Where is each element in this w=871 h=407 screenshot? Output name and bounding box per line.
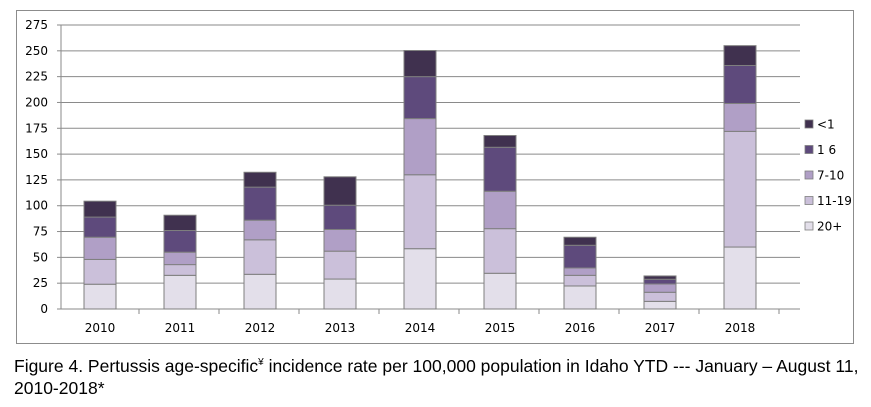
bar-segment [483,135,517,148]
x-tick-label: 2014 [405,321,436,335]
bar-segment [723,246,757,310]
legend-label: 1 6 [817,143,836,157]
y-tick-label: 150 [25,147,48,161]
bar-segment [563,267,597,276]
stacked-bar-chart: 0 25 50 75 100 125 150 175 200 225 250 275 2010 2011 2… [25,18,852,335]
bar-segment [163,274,197,310]
bar-segment [563,244,597,269]
bar-segment [163,264,197,276]
bar-segment [83,216,117,238]
x-tick-label: 2013 [325,321,356,335]
legend-label: <1 [817,118,835,132]
bar-segment [163,251,197,266]
y-tick-label: 25 [33,276,48,290]
bar-segment [723,45,757,66]
y-tick-label: 0 [40,302,48,316]
bar-segment [563,236,597,246]
bar-segment [643,291,677,302]
bar-segment [403,174,437,250]
y-tick-label: 275 [25,18,48,32]
bar-segment [403,50,437,78]
bar-segment [323,176,357,206]
bar-segment [323,204,357,230]
x-tick-label: 2010 [85,321,116,335]
y-tick-label: 225 [25,70,48,84]
legend-swatch [804,145,814,154]
bar-segment [483,146,517,192]
bar-segment [163,214,197,232]
x-tick-label: 2018 [725,321,756,335]
bar-segment [643,275,677,280]
bar-segment [323,228,357,252]
legend-label: 7-10 [817,169,844,183]
legend-swatch [804,119,814,129]
caption-text-1: Figure 4. Pertussis age-specific [14,356,259,376]
bar-segment [483,190,517,230]
caption-text-2: incidence rate per 100,000 population in… [14,356,859,398]
bar-segment [403,76,437,120]
bar-segment [483,228,517,274]
bar-segment [563,285,597,310]
bar-segment [243,239,277,275]
bar-segment [563,274,597,287]
y-tick-label: 75 [33,225,48,239]
y-tick-label: 125 [25,173,48,187]
bar-segment [243,171,277,188]
bar-segment [643,283,677,293]
bar-segment [723,64,757,104]
x-tick-label: 2016 [565,321,596,335]
bar-segment [723,102,757,132]
bar-segment [483,272,517,310]
bar-segment [323,278,357,310]
legend-label: 11-19 [817,194,852,208]
x-tick-label: 2012 [245,321,276,335]
x-tick-label: 2017 [645,321,676,335]
bar-segment [83,258,117,285]
bar-segment [323,250,357,280]
bar-segment [403,248,437,310]
bar-segment [643,300,677,310]
legend-swatch [804,196,814,205]
legend-label: 20+ [817,220,842,234]
bar-segment [243,186,277,221]
legend-swatch [804,170,814,180]
bar-segment [83,236,117,260]
x-tick-label: 2015 [485,321,516,335]
bar-segment [83,200,117,218]
bar-segment [643,278,677,285]
y-tick-label: 175 [25,121,48,135]
bar-segment [243,219,277,241]
bar-segment [83,283,117,310]
bar-segment [243,273,277,310]
bar-segment [403,118,437,176]
y-tick-label: 200 [25,95,48,109]
legend-swatch [804,221,814,231]
y-tick-label: 50 [33,250,48,264]
bar-segment [723,130,757,248]
y-tick-label: 100 [25,199,48,213]
figure-caption: Figure 4. Pertussis age-specific¥ incide… [14,352,864,399]
y-tick-label: 250 [25,44,48,58]
caption-superscript: ¥ [258,357,264,368]
bar-segment [163,230,197,253]
x-tick-label: 2011 [165,321,196,335]
